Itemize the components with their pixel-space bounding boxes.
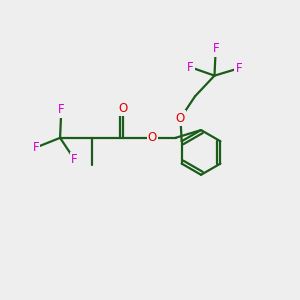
Text: F: F xyxy=(71,153,78,166)
Text: F: F xyxy=(212,42,219,56)
Text: F: F xyxy=(187,61,194,74)
Text: O: O xyxy=(148,131,157,144)
Text: O: O xyxy=(118,102,128,115)
Text: F: F xyxy=(58,103,64,116)
Text: O: O xyxy=(176,112,185,125)
Text: F: F xyxy=(236,62,242,75)
Text: F: F xyxy=(32,141,39,154)
